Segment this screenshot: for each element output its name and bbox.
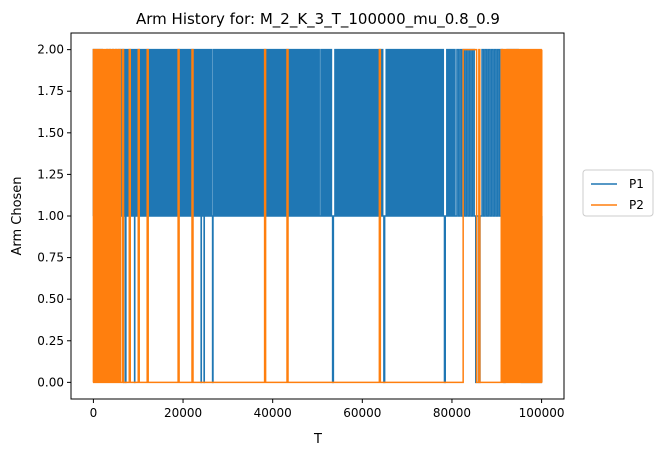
x-tick-label: 100000	[519, 406, 565, 420]
x-tick-label: 80000	[433, 406, 471, 420]
y-tick-label: 1.00	[37, 209, 64, 223]
legend-label-p2: P2	[629, 198, 644, 212]
chart-title: Arm History for: M_2_K_3_T_100000_mu_0.8…	[136, 10, 500, 29]
y-tick-label: 2.00	[37, 43, 64, 57]
y-tick-label: 1.50	[37, 126, 64, 140]
y-axis-ticks: 0.00 0.25 0.50 0.75 1.00 1.25 1.50 1.75 2.00	[37, 43, 71, 389]
y-tick-label: 0.25	[37, 334, 64, 348]
series-line-p2	[92, 48, 543, 384]
y-axis-label: Arm Chosen	[10, 176, 25, 255]
legend-label-p1: P1	[629, 177, 644, 191]
y-tick-label: 0.75	[37, 251, 64, 265]
plot-area	[92, 48, 543, 384]
x-axis-ticks: 0 20000 40000 60000 80000 100000	[90, 399, 565, 420]
y-tick-label: 1.25	[37, 167, 64, 181]
x-tick-label: 60000	[343, 406, 381, 420]
y-tick-label: 0.00	[37, 375, 64, 389]
x-tick-label: 40000	[254, 406, 292, 420]
x-tick-label: 20000	[164, 406, 202, 420]
x-tick-label: 0	[90, 406, 98, 420]
x-axis-label: T	[313, 432, 322, 447]
y-tick-label: 0.50	[37, 292, 64, 306]
series-line-p1	[92, 48, 543, 384]
legend: P1 P2	[582, 169, 654, 217]
y-tick-label: 1.75	[37, 84, 64, 98]
